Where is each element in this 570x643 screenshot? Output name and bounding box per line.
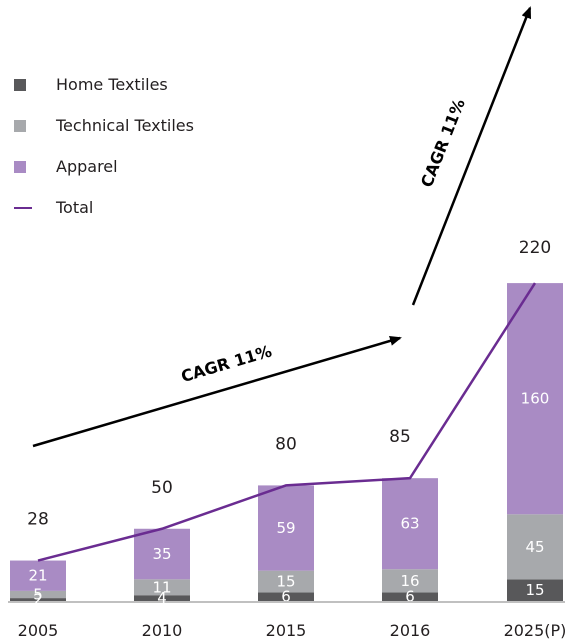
total-label-2005: 28 [27, 510, 49, 530]
bar-home-textiles-2025-p [507, 579, 563, 601]
bar-technical-textiles-2010 [134, 579, 190, 596]
total-label-2025-p: 220 [519, 238, 551, 258]
x-tick-label-2015: 2015 [266, 621, 307, 640]
bar-apparel-2005 [10, 560, 66, 591]
legend-item-technical-textiles: Technical Textiles [14, 105, 194, 146]
data-label-technical-textiles-2010: 11 [152, 578, 171, 596]
data-label-apparel-2025-p: 160 [521, 390, 550, 408]
data-label-home-textiles-2005: 2 [33, 591, 43, 609]
bar-technical-textiles-2005 [10, 590, 66, 599]
total-label-2015: 80 [275, 434, 297, 454]
bar-apparel-2016 [382, 478, 438, 570]
bar-home-textiles-2015 [258, 592, 314, 601]
x-tick-label-2025-p: 2025(P) [504, 621, 567, 640]
bar-apparel-2025-p [507, 283, 563, 515]
legend-label-technical-textiles: Technical Textiles [56, 116, 194, 135]
cagr-label-2: CAGR 11% [417, 96, 469, 190]
data-label-apparel-2016: 63 [400, 515, 419, 533]
legend-label-total: Total [56, 198, 94, 217]
legend: Home Textiles Technical Textiles Apparel… [14, 64, 194, 228]
data-label-technical-textiles-2015: 15 [276, 572, 295, 590]
legend-swatch-home-textiles [14, 78, 26, 91]
bar-home-textiles-2016 [382, 592, 438, 601]
bar-apparel-2010 [134, 528, 190, 580]
cagr-arrow-1 [32, 336, 402, 448]
legend-item-total: Total [14, 187, 194, 228]
data-label-technical-textiles-2016: 16 [400, 572, 419, 590]
data-label-technical-textiles-2025-p: 45 [525, 538, 544, 556]
data-label-home-textiles-2015: 6 [281, 588, 291, 606]
bar-home-textiles-2005 [10, 598, 66, 601]
legend-swatch-technical-textiles [14, 119, 26, 132]
legend-swatch-apparel [14, 160, 26, 173]
legend-item-apparel: Apparel [14, 146, 194, 187]
total-label-2010: 50 [151, 478, 173, 498]
bar-technical-textiles-2025-p [507, 514, 563, 580]
bar-technical-textiles-2015 [258, 570, 314, 593]
data-label-home-textiles-2016: 6 [405, 588, 415, 606]
total-line [37, 282, 537, 562]
data-label-apparel-2010: 35 [152, 545, 171, 563]
x-tick-label-2016: 2016 [390, 621, 431, 640]
data-label-home-textiles-2025-p: 15 [525, 581, 544, 599]
data-label-home-textiles-2010: 4 [157, 589, 167, 607]
legend-label-home-textiles: Home Textiles [56, 75, 168, 94]
cagr-arrow-2 [411, 6, 532, 306]
data-label-technical-textiles-2005: 5 [33, 585, 43, 603]
bar-technical-textiles-2016 [382, 569, 438, 593]
legend-item-home-textiles: Home Textiles [14, 64, 194, 105]
bar-apparel-2015 [258, 485, 314, 571]
bar-home-textiles-2010 [134, 595, 190, 601]
data-label-apparel-2005: 21 [28, 567, 47, 585]
data-label-apparel-2015: 59 [276, 519, 295, 537]
legend-label-apparel: Apparel [56, 157, 118, 176]
legend-swatch-total [14, 206, 32, 209]
x-tick-label-2005: 2005 [18, 621, 59, 640]
total-label-2016: 85 [389, 427, 411, 447]
x-tick-label-2010: 2010 [142, 621, 183, 640]
